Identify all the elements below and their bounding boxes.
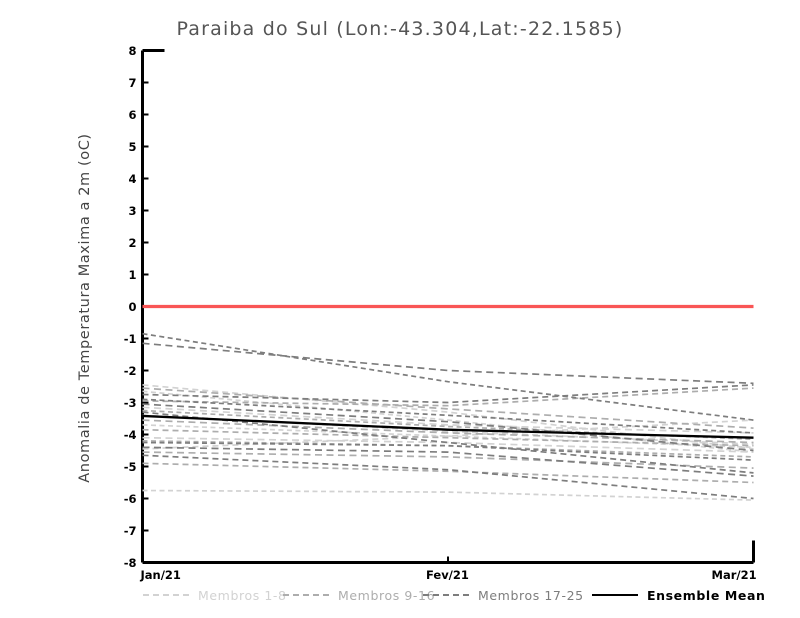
series-line <box>142 403 754 452</box>
chart-title: Paraiba do Sul (Lon:-43.304,Lat:-22.1585… <box>176 18 624 40</box>
legend-item: Membros 1-8 <box>143 586 287 604</box>
series-line <box>142 462 754 484</box>
chart-legend: Membros 1-8 Membros 9-16 Membros 17-25 Ense… <box>0 586 800 606</box>
legend-item: Membros 9-16 <box>283 586 435 604</box>
y-tick-label: 2 <box>128 235 137 250</box>
y-tick-label: 1 <box>128 267 137 282</box>
x-tick-label: Jan/21 <box>140 567 181 582</box>
series-line <box>142 332 754 421</box>
series-line <box>142 411 754 474</box>
y-tick-label: -8 <box>123 555 137 570</box>
legend-swatch-icon <box>143 594 189 596</box>
series-line <box>142 384 754 450</box>
y-tick-label: -4 <box>123 427 137 442</box>
series-line <box>142 428 754 447</box>
legend-item: Membros 17-25 <box>423 586 584 604</box>
series-line <box>142 489 754 501</box>
series-line <box>142 419 754 444</box>
series-line <box>142 414 754 439</box>
series-line <box>142 387 754 407</box>
y-tick-label: 4 <box>128 171 137 186</box>
y-tick-label: -5 <box>123 459 137 474</box>
y-tick-label: -7 <box>123 523 137 538</box>
series-line <box>142 446 754 477</box>
legend-swatch-icon <box>592 593 638 597</box>
series-line <box>142 342 754 385</box>
legend-label: Ensemble Mean <box>647 587 766 603</box>
series-line <box>142 419 754 450</box>
legend-swatch-icon <box>283 594 329 596</box>
series-line <box>142 398 754 434</box>
y-tick-label: 8 <box>128 43 137 58</box>
y-tick-label: 5 <box>128 139 137 154</box>
series-line <box>142 384 754 404</box>
series-layer <box>142 332 754 501</box>
legend-swatch-icon <box>423 594 469 596</box>
y-tick-label: 6 <box>128 107 137 122</box>
series-line <box>142 436 754 453</box>
legend-label: Membros 9-16 <box>338 587 436 603</box>
legend-label: Membros 1-8 <box>198 587 287 603</box>
y-tick-label: -3 <box>123 395 137 410</box>
series-line <box>142 451 754 469</box>
y-tick-label: 0 <box>128 299 137 314</box>
x-tick-label: Fev/21 <box>426 567 469 582</box>
legend-label: Membros 17-25 <box>478 587 584 603</box>
series-line <box>142 406 754 434</box>
y-tick-label: -6 <box>123 491 137 506</box>
y-tick-label: -1 <box>123 331 137 346</box>
legend-item: Ensemble Mean <box>592 586 766 604</box>
y-tick-label: -2 <box>123 363 137 378</box>
series-line <box>142 387 754 429</box>
series-line <box>142 454 754 500</box>
y-tick-label: 7 <box>128 75 137 90</box>
x-tick-label: Mar/21 <box>711 567 757 582</box>
y-tick-label: 3 <box>128 203 137 218</box>
